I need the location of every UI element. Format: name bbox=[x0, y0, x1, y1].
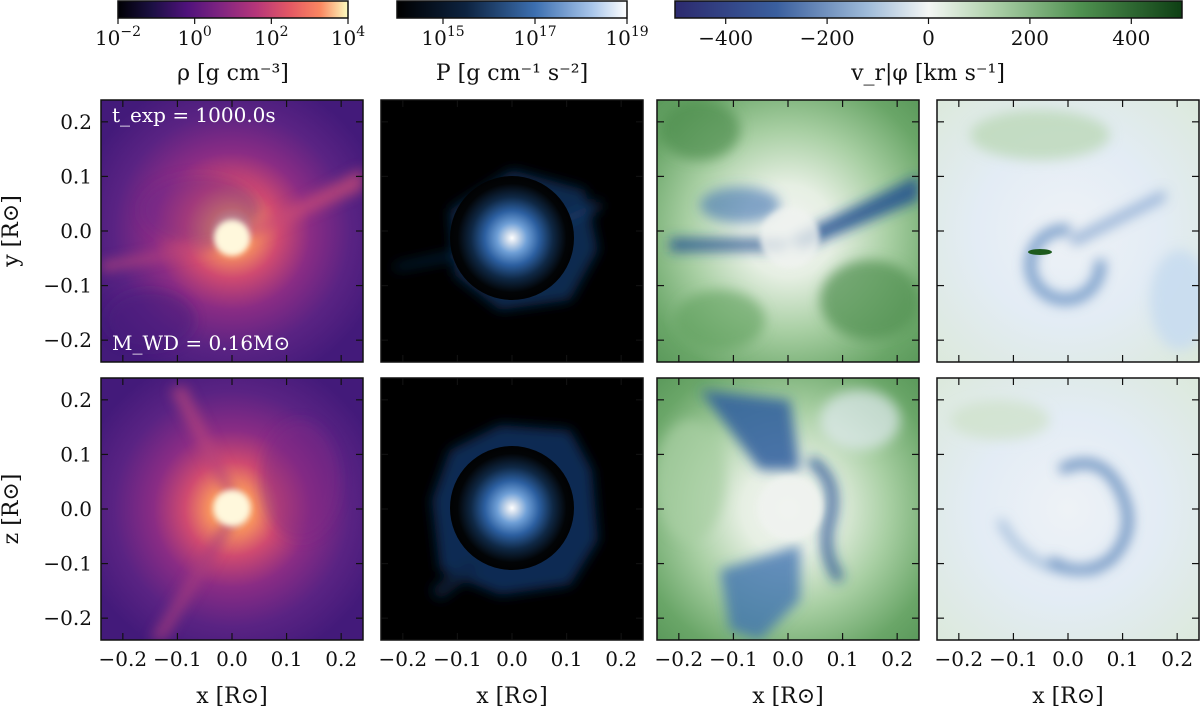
colorbar-velocity-ticks: −400 −200 0 200 400 bbox=[698, 18, 1150, 50]
x-tick-label: −0.2 bbox=[99, 647, 148, 671]
x-tick-label: 0.0 bbox=[216, 647, 248, 671]
colorbar-density-gradient bbox=[117, 0, 349, 19]
x-tick-label: 0.0 bbox=[496, 647, 528, 671]
ylabel-top: y [R⊙] bbox=[0, 195, 24, 268]
y-tick-label: −0.1 bbox=[43, 552, 92, 576]
panel-vphi-xy bbox=[936, 99, 1200, 363]
x-tick-label: −0.2 bbox=[655, 647, 704, 671]
panel-density-xz bbox=[100, 377, 364, 641]
colorbar-tick-label: 1017 bbox=[513, 24, 556, 50]
colorbar-density: 10−2 100 102 104 ρ [g cm⁻³] bbox=[95, 0, 365, 86]
x-tick-label: −0.1 bbox=[433, 647, 482, 671]
x-tick-label: −0.2 bbox=[379, 647, 428, 671]
x-tick-label: 0.0 bbox=[1052, 647, 1084, 671]
xlabel-col-3: x [R⊙] bbox=[1032, 684, 1104, 709]
y-tick-label: 0.2 bbox=[60, 388, 92, 412]
xlabel-col-1: x [R⊙] bbox=[476, 684, 548, 709]
colorbar-velocity-gradient bbox=[674, 0, 1183, 19]
xlabel-col-0: x [R⊙] bbox=[196, 684, 268, 709]
colorbar-tick-label: −400 bbox=[698, 26, 753, 50]
panel-pressure-xz bbox=[380, 377, 644, 641]
y-tick-label: −0.2 bbox=[43, 328, 92, 352]
x-tick-label: 0.2 bbox=[881, 647, 913, 671]
panel-density-xy: t_exp = 1000.0s M_WD = 0.16M⊙ bbox=[100, 99, 364, 363]
x-tick-label: −0.1 bbox=[989, 647, 1038, 671]
colorbar-tick-label: 400 bbox=[1112, 26, 1150, 50]
panel-vphi-xz bbox=[936, 377, 1200, 641]
colorbar-tick-label: 200 bbox=[1011, 26, 1049, 50]
mass-annotation: M_WD = 0.16M⊙ bbox=[112, 331, 290, 355]
colorbar-velocity-label: v_r|φ [km s⁻¹] bbox=[850, 61, 1005, 86]
x-tick-label: 0.0 bbox=[772, 647, 804, 671]
y-tick-label: 0.0 bbox=[60, 497, 92, 521]
x-tick-label: −0.1 bbox=[153, 647, 202, 671]
y-tick-label: −0.2 bbox=[43, 606, 92, 630]
x-tick-label: 0.2 bbox=[325, 647, 357, 671]
colorbar-tick-label: 1015 bbox=[421, 24, 464, 50]
panel-pressure-xy bbox=[380, 99, 644, 363]
x-tick-label: 0.1 bbox=[271, 647, 303, 671]
x-tick-label: 0.2 bbox=[1161, 647, 1193, 671]
y-tick-label: 0.2 bbox=[60, 110, 92, 134]
x-tick-label: 0.1 bbox=[1107, 647, 1139, 671]
x-tick-label: 0.1 bbox=[827, 647, 859, 671]
colorbar-density-ticks: 10−2 100 102 104 bbox=[95, 18, 365, 50]
x-tick-label: 0.2 bbox=[605, 647, 637, 671]
colorbar-tick-label: −200 bbox=[800, 26, 855, 50]
colorbar-pressure-gradient bbox=[396, 0, 628, 19]
y-tick-label: −0.1 bbox=[43, 274, 92, 298]
time-annotation: t_exp = 1000.0s bbox=[112, 103, 276, 127]
colorbar-tick-label: 102 bbox=[254, 24, 288, 50]
colorbar-pressure-label: P [g cm⁻¹ s⁻²] bbox=[436, 61, 588, 86]
y-tick-label: 0.0 bbox=[60, 219, 92, 243]
ylabel-bottom: z [R⊙] bbox=[0, 474, 24, 545]
xlabel-col-2: x [R⊙] bbox=[752, 684, 824, 709]
x-tick-label: −0.2 bbox=[935, 647, 984, 671]
colorbar-tick-label: 0 bbox=[922, 26, 935, 50]
colorbar-tick-label: 1019 bbox=[605, 24, 648, 50]
colorbar-density-label: ρ [g cm⁻³] bbox=[177, 61, 289, 86]
colorbar-pressure: 1015 1017 1019 P [g cm⁻¹ s⁻²] bbox=[396, 0, 649, 86]
y-tick-label: 0.1 bbox=[60, 442, 92, 466]
colorbar-velocity: −400 −200 0 200 400 v_r|φ [km s⁻¹] bbox=[674, 0, 1183, 86]
y-tick-label: 0.1 bbox=[60, 164, 92, 188]
colorbar-tick-label: 10−2 bbox=[95, 24, 141, 50]
colorbar-tick-label: 100 bbox=[177, 24, 211, 50]
panel-vr-xy bbox=[656, 99, 920, 363]
panel-vr-xz bbox=[656, 377, 920, 641]
axes-ticks: 0.20.10.0−0.1−0.20.20.10.0−0.1−0.2−0.2 −0… bbox=[43, 100, 1199, 671]
x-tick-label: 0.1 bbox=[551, 647, 583, 671]
colorbar-pressure-ticks: 1015 1017 1019 bbox=[421, 18, 649, 50]
x-tick-label: −0.1 bbox=[709, 647, 758, 671]
colorbar-tick-label: 104 bbox=[331, 24, 365, 50]
